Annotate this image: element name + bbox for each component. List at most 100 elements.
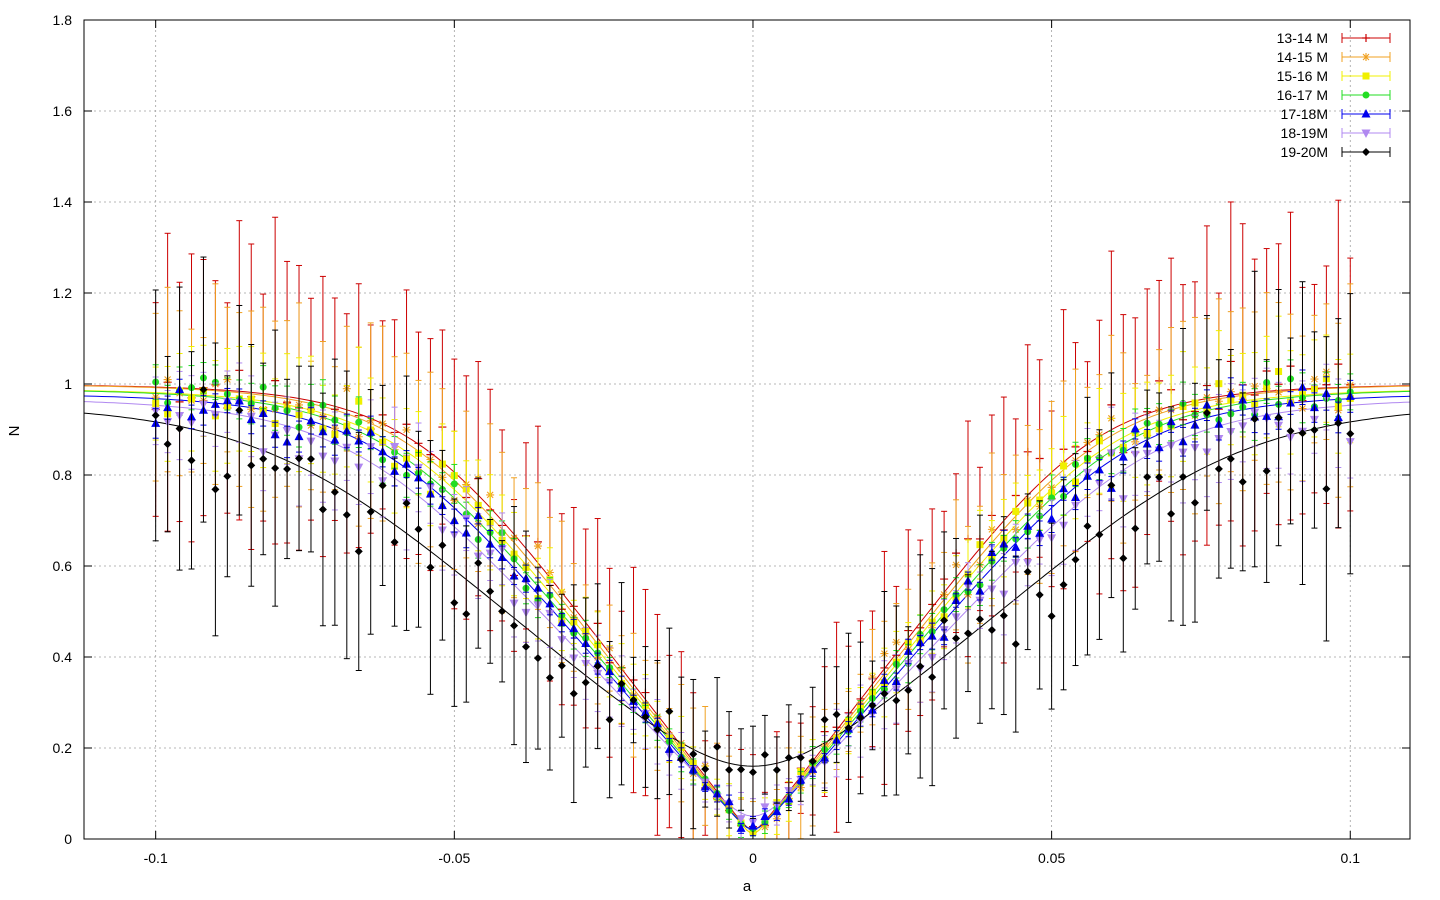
x-tick-label: -0.05 (438, 850, 470, 866)
data-point (797, 754, 805, 762)
data-point (748, 821, 757, 830)
data-point (343, 511, 351, 519)
data-point (1143, 473, 1151, 481)
data-point (152, 411, 160, 419)
data-point (414, 525, 422, 533)
data-point (188, 456, 196, 464)
data-point (760, 812, 769, 821)
data-point (1072, 556, 1080, 564)
x-tick-label: -0.1 (144, 850, 168, 866)
data-point (749, 768, 757, 776)
data-point (833, 711, 841, 719)
data-point (462, 610, 470, 618)
legend-label: 14-15 M (1277, 49, 1328, 65)
data-point (570, 690, 578, 698)
data-point (1012, 640, 1020, 648)
data-point (737, 766, 745, 774)
data-point (1322, 485, 1330, 493)
fit-curve (84, 386, 1410, 835)
data-point (1119, 452, 1128, 461)
data-point (868, 701, 876, 709)
data-point (211, 485, 219, 493)
data-point (1227, 455, 1235, 463)
data-point (450, 599, 458, 607)
data-point (510, 622, 518, 630)
data-point (1060, 462, 1067, 469)
data-point (355, 419, 362, 426)
legend-label: 15-16 M (1277, 68, 1328, 84)
data-point (283, 465, 291, 473)
data-point (438, 541, 446, 549)
data-point (1363, 92, 1370, 99)
data-point (451, 480, 458, 487)
data-point (522, 643, 530, 651)
data-point (725, 766, 733, 774)
data-point (259, 455, 267, 463)
x-tick-label: 0.05 (1038, 850, 1065, 866)
data-point (1060, 581, 1068, 589)
y-tick-label: 1.6 (53, 103, 73, 119)
y-tick-label: 1.8 (53, 12, 73, 28)
data-point (1012, 508, 1019, 515)
data-point (1119, 554, 1127, 562)
legend: 13-14 M14-15 M15-16 M16-17 M17-18M18-19M… (1277, 30, 1390, 160)
data-point (892, 697, 900, 705)
data-point (355, 547, 363, 555)
legend-label: 19-20M (1281, 144, 1328, 160)
data-point (534, 654, 542, 662)
data-point (1362, 34, 1370, 42)
fit-curve (84, 386, 1410, 830)
data-point (952, 634, 960, 642)
data-point (1083, 522, 1091, 530)
data-point (1362, 130, 1371, 139)
data-point (773, 766, 781, 774)
grid (84, 20, 1410, 839)
legend-label: 16-17 M (1277, 87, 1328, 103)
data-point (1362, 53, 1370, 61)
data-point (1036, 591, 1044, 599)
data-point (164, 440, 172, 448)
data-point (223, 472, 231, 480)
fit-curve (84, 413, 1410, 766)
legend-label: 18-19M (1281, 125, 1328, 141)
y-tick-label: 0.2 (53, 740, 73, 756)
data-point (486, 587, 494, 595)
data-point (1048, 612, 1056, 620)
y-tick-label: 0.8 (53, 467, 73, 483)
data-point (1362, 148, 1370, 156)
y-tick-label: 1 (64, 376, 72, 392)
data-point (988, 626, 996, 634)
fit-curve (84, 396, 1410, 830)
fit-curve (84, 391, 1410, 835)
data-point (1167, 510, 1175, 518)
data-point (964, 629, 972, 637)
data-point (1275, 414, 1283, 422)
data-point (761, 751, 769, 759)
y-axis-label: N (6, 426, 23, 437)
x-tick-label: 0.1 (1341, 850, 1361, 866)
data-point (271, 464, 279, 472)
plot-frame (84, 20, 1410, 839)
data-point (582, 679, 590, 687)
data-point (319, 505, 327, 513)
data-point (1179, 473, 1187, 481)
data-point (713, 743, 721, 751)
data-point (1363, 73, 1370, 80)
y-tick-label: 1.4 (53, 194, 73, 210)
data-point (1239, 478, 1247, 486)
plot-area (84, 200, 1410, 839)
y-tick-label: 0.6 (53, 558, 73, 574)
data-point (307, 455, 315, 463)
legend-label: 13-14 M (1277, 30, 1328, 46)
y-tick-label: 1.2 (53, 285, 73, 301)
data-point (546, 674, 554, 682)
data-point (247, 461, 255, 469)
y-tick-label: 0 (64, 831, 72, 847)
data-point (928, 673, 936, 681)
data-point (1362, 109, 1371, 118)
data-point (1131, 524, 1139, 532)
data-point (1346, 430, 1354, 438)
x-tick-label: 0 (749, 850, 757, 866)
data-point (1310, 426, 1318, 434)
